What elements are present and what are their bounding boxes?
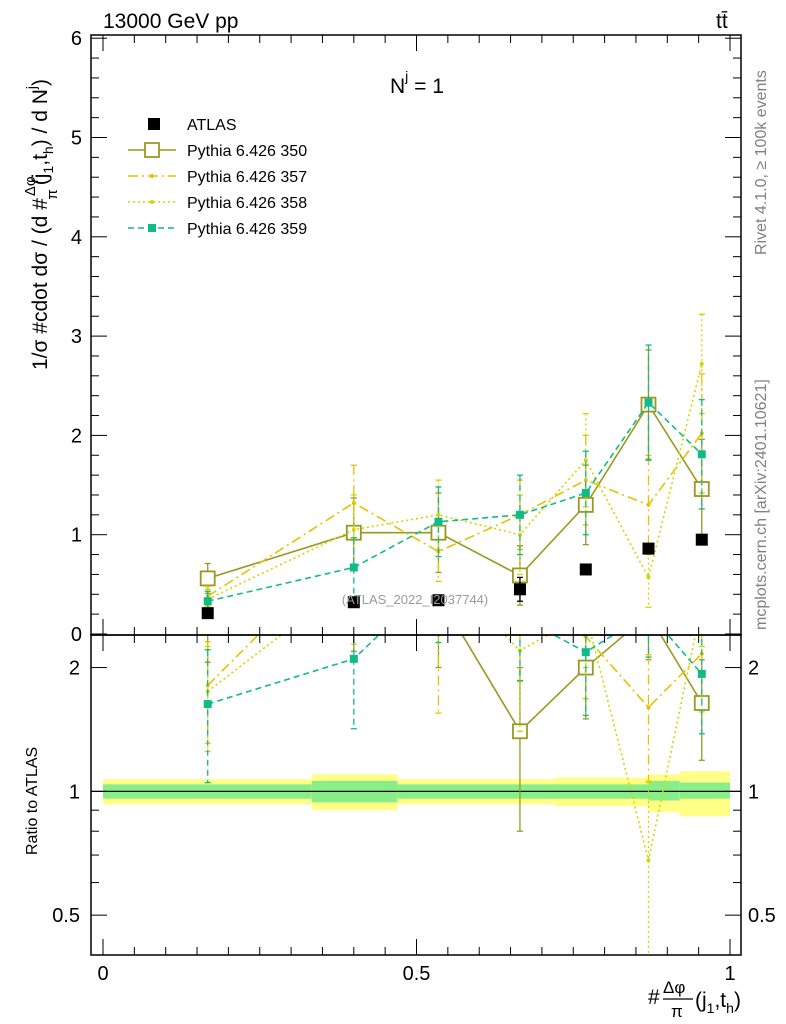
ratio-point-pythia-6-426-359	[644, 609, 652, 617]
header-right: tt̄	[716, 10, 728, 33]
njet-annotation: Nj = 1	[390, 68, 444, 98]
ratio-point-pythia-6-426-358	[646, 858, 651, 863]
ratio-point-pythia-6-426-357	[518, 615, 522, 619]
main-line-pythia-6-426-357	[207, 432, 703, 597]
main-line-pythia-6-426-359	[207, 401, 703, 603]
main-point-atlas	[642, 542, 655, 555]
main-point-pythia-6-426-359	[434, 517, 443, 526]
main-point-atlas	[432, 594, 445, 607]
x-tick-label: 0.5	[403, 963, 431, 985]
main-line-pythia-6-426-358	[207, 363, 703, 600]
legend-label-pythia-6-426-357: Pythia 6.426 357	[187, 169, 307, 186]
main-point-pythia-6-426-359	[349, 563, 358, 572]
legend-label-atlas: ATLAS	[187, 117, 237, 134]
ratio-y-axis-label: Ratio to ATLAS	[24, 747, 41, 855]
legend-label-pythia-6-426-350: Pythia 6.426 350	[187, 143, 307, 160]
legend-label-pythia-6-426-359: Pythia 6.426 359	[187, 221, 307, 238]
main-point-pythia-6-426-359	[697, 450, 706, 459]
main-y-tick-label: 6	[71, 28, 82, 50]
legend-label-pythia-6-426-358: Pythia 6.426 358	[187, 195, 307, 212]
main-point-pythia-6-426-358	[583, 458, 588, 463]
svg-text:1/σ #cdot dσ / (d #Δφπ(j1,th): 1/σ #cdot dσ / (d #Δφ π(j1,th) / d Nj)	[22, 79, 61, 370]
legend-marker-atlas	[148, 118, 160, 130]
main-point-atlas	[201, 607, 214, 620]
ratio-y-tick-label: 2	[69, 658, 80, 680]
main-y-tick-label: 5	[71, 128, 82, 150]
svg-text:#: #	[648, 986, 660, 1009]
ratio-uncertainty-bands	[103, 771, 730, 817]
x-tick-label: 0	[97, 963, 108, 985]
main-point-atlas	[513, 583, 526, 596]
ratio-y-tick-label-right: 1	[748, 781, 759, 803]
main-point-pythia-6-426-359	[644, 398, 653, 407]
ratio-point-pythia-6-426-350	[641, 608, 655, 622]
analysis-watermark: (ATLAS_2022_I2037744)	[342, 592, 488, 607]
main-y-axis-label: 1/σ #cdot dσ / (d #Δφ π(j1,th) / d Nj)	[22, 79, 61, 370]
axes	[90, 34, 742, 956]
svg-text:Δφ: Δφ	[663, 978, 685, 997]
mcplots-label: mcplots.cern.ch [arXiv:2401.10621]	[753, 379, 770, 630]
main-point-atlas	[579, 563, 592, 576]
legend-marker-pythia-6-426-358	[150, 200, 154, 204]
ratio-point-pythia-6-426-357	[436, 629, 440, 633]
ratio-plot-area	[91, 602, 741, 955]
ratio-point-pythia-6-426-359	[697, 669, 706, 678]
main-y-tick-label: 3	[71, 326, 82, 348]
main-y-tick-label: 1	[71, 525, 82, 547]
legend-marker-pythia-6-426-350	[144, 142, 160, 158]
main-point-pythia-6-426-357	[351, 500, 356, 505]
main-point-pythia-6-426-359	[203, 597, 212, 606]
ratio-point-pythia-6-426-359	[516, 613, 524, 621]
x-tick-label: 1	[724, 963, 735, 985]
main-y-tick-label: 2	[71, 425, 82, 447]
main-point-pythia-6-426-357	[646, 502, 651, 507]
main-point-pythia-6-426-359	[581, 488, 590, 497]
main-y-tick-label: 4	[71, 227, 82, 249]
ratio-y-tick-label-right: 2	[748, 658, 759, 680]
main-point-atlas	[695, 533, 708, 546]
legend-marker-pythia-6-426-359	[148, 224, 156, 232]
ratio-point-pythia-6-426-358	[700, 602, 704, 606]
main-point-pythia-6-426-358	[351, 527, 356, 532]
legend-marker-pythia-6-426-357	[150, 174, 154, 178]
ratio-point-pythia-6-426-359	[349, 654, 358, 663]
ratio-band-inner	[679, 782, 730, 799]
main-plot-area	[199, 313, 710, 620]
main-point-atlas	[347, 596, 360, 609]
rivet-label: Rivet 4.1.0, ≥ 100k events	[753, 70, 770, 255]
header-left: 13000 GeV pp	[103, 10, 238, 33]
main-point-pythia-6-426-359	[515, 510, 524, 519]
ratio-y-tick-label: 1	[69, 781, 80, 803]
main-point-pythia-6-426-358	[436, 512, 441, 517]
x-axis-label: # Δφ π (j1,th)	[648, 978, 741, 1021]
main-point-pythia-6-426-358	[517, 532, 522, 537]
main-point-pythia-6-426-350	[199, 570, 216, 587]
tick-labels: 0 1 2 3 4 5 6 0.5 0.5 1 1 2 2 0 0.5 1	[52, 28, 776, 985]
main-y-tick-label: 0	[71, 624, 82, 646]
ratio-point-pythia-6-426-359	[203, 700, 212, 709]
ratio-line-pythia-6-426-358	[207, 635, 697, 861]
svg-text:(j1,th): (j1,th)	[695, 989, 741, 1016]
main-point-pythia-6-426-358	[699, 361, 704, 366]
ratio-y-tick-label-right: 0.5	[748, 905, 776, 927]
ratio-point-pythia-6-426-359	[581, 648, 590, 657]
ratio-y-tick-label: 0.5	[52, 905, 80, 927]
svg-text:π: π	[671, 1002, 683, 1021]
main-line-pythia-6-426-350	[207, 403, 703, 580]
ratio-point-pythia-6-426-357	[646, 705, 651, 710]
ratio-point-pythia-6-426-358	[584, 612, 588, 616]
main-point-pythia-6-426-358	[646, 575, 651, 580]
legend: ATLAS Pythia 6.426 350 Pythia 6.426 357 Pyt…	[128, 117, 307, 238]
